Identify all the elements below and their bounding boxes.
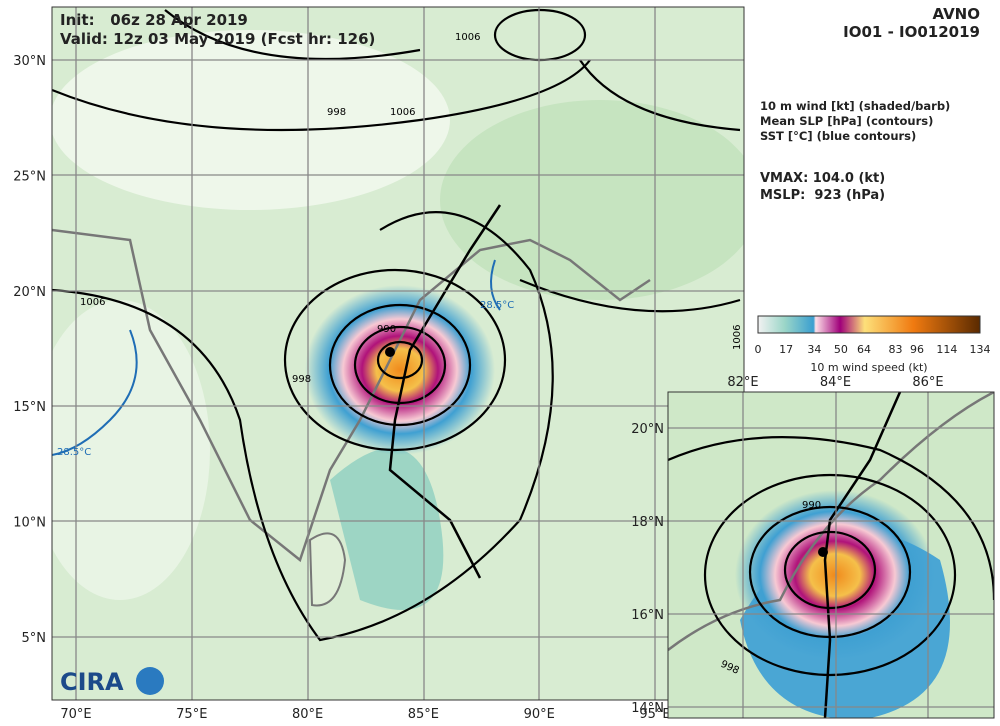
sst-label: 28.5°C xyxy=(480,300,514,311)
lon-label: 86°E xyxy=(912,375,943,390)
grid xyxy=(52,7,744,700)
lat-labels: 30°N 25°N 20°N 15°N 10°N 5°N xyxy=(13,54,46,646)
lon-label: 84°E xyxy=(820,375,851,390)
colorbar-tick: 64 xyxy=(857,343,871,356)
inset-lon-labels: 82°E 84°E 86°E xyxy=(727,375,943,390)
contour-label: 990 xyxy=(802,500,821,511)
lon-label: 80°E xyxy=(292,707,323,722)
colorbar-tick: 50 xyxy=(834,343,848,356)
sst-label: 28.5°C xyxy=(57,447,91,458)
lat-label: 20°N xyxy=(631,422,664,437)
lon-label: 82°E xyxy=(727,375,758,390)
contour-label: 1006 xyxy=(455,32,480,43)
contour-label: 998 xyxy=(292,374,311,385)
colorbar-tick: 134 xyxy=(970,343,991,356)
colorbar-label: 10 m wind speed (kt) xyxy=(810,361,927,374)
colorbar-tick: 96 xyxy=(910,343,924,356)
colorbar xyxy=(757,315,981,334)
inset-map: 990 998 xyxy=(668,392,994,718)
lon-label: 75°E xyxy=(176,707,207,722)
logo-icon xyxy=(136,667,164,695)
colorbar-tick: 34 xyxy=(807,343,821,356)
lat-label: 30°N xyxy=(13,54,46,69)
contour-label: 998 xyxy=(327,107,346,118)
colorbar-tick: 17 xyxy=(779,343,793,356)
model: AVNO xyxy=(932,5,980,23)
lat-label: 14°N xyxy=(631,701,664,716)
contour-label: 1006 xyxy=(390,107,415,118)
valid-time: Valid: 12z 03 May 2019 (Fcst hr: 126) xyxy=(60,30,375,48)
mslp: MSLP: 923 (hPa) xyxy=(760,188,885,203)
lon-label: 95°E xyxy=(639,707,670,722)
contour-label: 1006 xyxy=(732,325,743,350)
lon-label: 70°E xyxy=(60,707,91,722)
colorbar-tick: 114 xyxy=(936,343,957,356)
colorbar-tick: 83 xyxy=(889,343,903,356)
inset-lat-labels: 20°N 18°N 16°N 14°N xyxy=(631,422,664,716)
contour-label: 1006 xyxy=(80,297,105,308)
legend-line: Mean SLP [hPa] (contours) xyxy=(760,114,933,128)
lat-label: 16°N xyxy=(631,608,664,623)
main-map: 1006 1006 998 1006 990 998 1006 28.5°C 2… xyxy=(52,7,744,700)
lon-label: 90°E xyxy=(524,707,555,722)
lat-label: 18°N xyxy=(631,515,664,530)
lon-label: 85°E xyxy=(408,707,439,722)
colorbar-ticks: 0 17 34 50 64 83 96 114 134 xyxy=(755,343,991,356)
vmax: VMAX: 104.0 (kt) xyxy=(760,171,885,186)
storm-id: IO01 - IO012019 xyxy=(843,23,980,41)
contour-label: 990 xyxy=(377,324,396,335)
legend: 10 m wind [kt] (shaded/barb) Mean SLP [h… xyxy=(760,99,950,203)
contour-labels: 1006 1006 998 1006 990 998 1006 28.5°C 2… xyxy=(57,32,743,458)
colorbar-tick: 0 xyxy=(755,343,762,356)
lat-label: 20°N xyxy=(13,285,46,300)
logo: CIRA xyxy=(60,668,124,696)
legend-line: SST [°C] (blue contours) xyxy=(760,129,916,143)
init-time: Init: 06z 28 Apr 2019 xyxy=(60,11,248,29)
legend-line: 10 m wind [kt] (shaded/barb) xyxy=(760,99,950,113)
lat-label: 10°N xyxy=(13,516,46,531)
lat-label: 5°N xyxy=(22,631,47,646)
lon-labels: 70°E 75°E 80°E 85°E 90°E 95°E xyxy=(60,707,670,722)
lat-label: 15°N xyxy=(13,400,46,415)
lat-label: 25°N xyxy=(13,169,46,184)
